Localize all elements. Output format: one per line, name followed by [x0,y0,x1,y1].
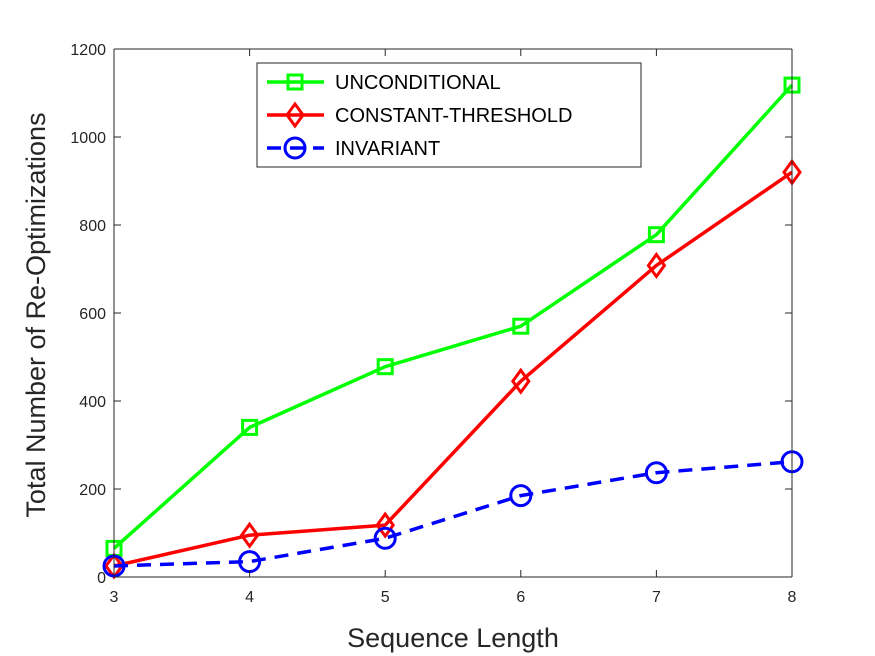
legend-item-constant-threshold: CONSTANT-THRESHOLD [267,101,572,129]
y-tick-label: 600 [79,306,106,323]
y-axis-title: Total Number of Re-Optimizations [21,112,51,517]
data-point [512,317,530,335]
x-tick-label: 4 [245,589,254,606]
y-tick-label: 800 [79,218,106,235]
series-line [112,83,794,550]
x-tick-label: 8 [788,589,797,606]
x-tick-label: 6 [516,589,525,606]
legend-item-unconditional: UNCONDITIONAL [267,72,501,94]
legend-marker [283,136,307,160]
y-tick-label: 0 [97,570,106,587]
y-tick-label: 400 [79,394,106,411]
x-tick-label: 3 [110,589,119,606]
data-point [509,484,533,508]
series-line [113,170,793,568]
legend-label: UNCONDITIONAL [335,72,501,94]
x-axis-title: Sequence Length [347,623,559,653]
x-tick-label: 7 [652,589,661,606]
data-point [376,358,394,376]
legend-label: CONSTANT-THRESHOLD [335,105,572,127]
legend-marker [285,101,305,129]
y-tick-label: 1000 [70,130,106,147]
data-point [647,226,665,244]
legend: UNCONDITIONAL CONSTANT-THRESHOLD INVARIANT [256,62,642,168]
data-point [510,367,531,395]
data-point [373,526,397,550]
data-point [644,461,668,485]
data-point [646,251,667,280]
data-point [241,418,259,436]
data-point [375,511,396,539]
legend-marker [286,73,304,91]
data-point [239,521,260,549]
legend-item-invariant: INVARIANT [267,136,440,160]
axes-layer: 3 4 5 6 7 8 0 200 400 600 800 1000 1200 [70,42,796,606]
legend-label: INVARIANT [335,138,440,160]
y-tick-label: 200 [79,482,106,499]
y-tick-label: 1200 [70,42,106,59]
series-line [113,459,793,568]
x-tick-label: 5 [381,589,390,606]
